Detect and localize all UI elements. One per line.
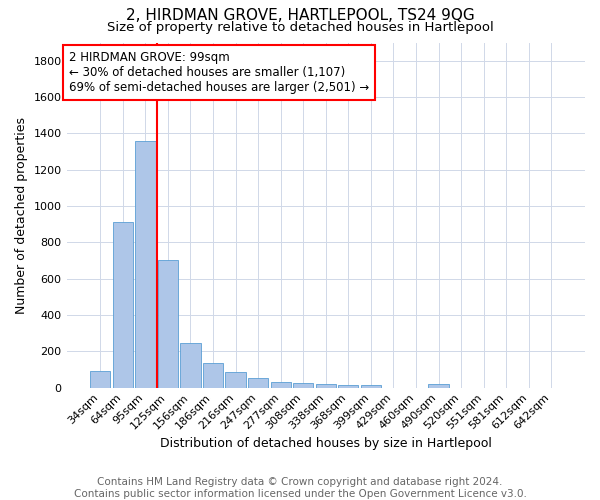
Bar [226, 372, 246, 388]
Bar [361, 385, 381, 388]
Text: 2 HIRDMAN GROVE: 99sqm
← 30% of detached houses are smaller (1,107)
69% of semi-: 2 HIRDMAN GROVE: 99sqm ← 30% of detached… [69, 51, 370, 94]
Bar [203, 363, 223, 388]
Bar [338, 385, 358, 388]
Text: 2, HIRDMAN GROVE, HARTLEPOOL, TS24 9QG: 2, HIRDMAN GROVE, HARTLEPOOL, TS24 9QG [125, 8, 475, 22]
Bar [113, 222, 133, 388]
Bar [181, 343, 200, 388]
Bar [316, 384, 336, 388]
Bar [293, 383, 313, 388]
Bar [428, 384, 449, 388]
Bar [158, 260, 178, 388]
Text: Contains HM Land Registry data © Crown copyright and database right 2024.
Contai: Contains HM Land Registry data © Crown c… [74, 478, 526, 499]
Bar [90, 372, 110, 388]
Bar [248, 378, 268, 388]
Y-axis label: Number of detached properties: Number of detached properties [15, 116, 28, 314]
Bar [135, 140, 155, 388]
Bar [271, 382, 291, 388]
Text: Size of property relative to detached houses in Hartlepool: Size of property relative to detached ho… [107, 21, 493, 34]
X-axis label: Distribution of detached houses by size in Hartlepool: Distribution of detached houses by size … [160, 437, 492, 450]
